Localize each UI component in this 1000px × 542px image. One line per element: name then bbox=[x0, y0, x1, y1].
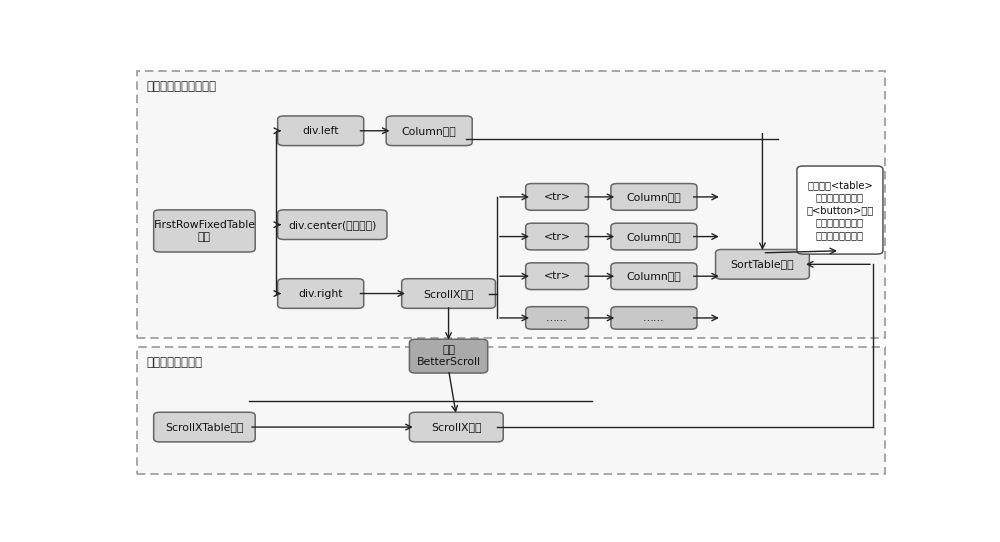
FancyBboxPatch shape bbox=[409, 412, 503, 442]
Text: 水平滚动表格组件: 水平滚动表格组件 bbox=[147, 356, 203, 369]
Text: div.left: div.left bbox=[302, 126, 339, 136]
Text: SortTable组件: SortTable组件 bbox=[731, 259, 794, 269]
FancyBboxPatch shape bbox=[409, 339, 488, 373]
Text: Column组件: Column组件 bbox=[627, 192, 681, 202]
FancyBboxPatch shape bbox=[526, 184, 588, 210]
Text: ScrollXTable组件: ScrollXTable组件 bbox=[165, 422, 244, 432]
Text: ……: …… bbox=[546, 313, 568, 323]
FancyBboxPatch shape bbox=[611, 184, 697, 210]
Text: <tr>: <tr> bbox=[544, 231, 571, 242]
FancyBboxPatch shape bbox=[402, 279, 495, 308]
FancyBboxPatch shape bbox=[611, 307, 697, 329]
FancyBboxPatch shape bbox=[278, 279, 364, 308]
Text: Column组件: Column组件 bbox=[402, 126, 457, 136]
FancyBboxPatch shape bbox=[526, 263, 588, 289]
FancyBboxPatch shape bbox=[278, 116, 364, 146]
FancyBboxPatch shape bbox=[526, 223, 588, 250]
Text: Column组件: Column组件 bbox=[627, 271, 681, 281]
Text: <tr>: <tr> bbox=[544, 271, 571, 281]
FancyBboxPatch shape bbox=[611, 223, 697, 250]
FancyBboxPatch shape bbox=[154, 412, 255, 442]
Text: ScrollX组件: ScrollX组件 bbox=[431, 422, 482, 432]
FancyBboxPatch shape bbox=[716, 249, 809, 279]
Text: Column组件: Column组件 bbox=[627, 231, 681, 242]
Text: div.center(预留扩展): div.center(预留扩展) bbox=[288, 220, 376, 230]
FancyBboxPatch shape bbox=[797, 166, 883, 254]
FancyBboxPatch shape bbox=[278, 210, 387, 240]
Bar bbox=[137, 347, 885, 474]
FancyBboxPatch shape bbox=[386, 116, 472, 146]
FancyBboxPatch shape bbox=[154, 210, 255, 252]
Text: ……: …… bbox=[643, 313, 665, 323]
Text: 首列固定滚动表格组件: 首列固定滚动表格组件 bbox=[147, 80, 217, 93]
FancyBboxPatch shape bbox=[611, 263, 697, 289]
Text: ScrollX组件: ScrollX组件 bbox=[423, 288, 474, 299]
Text: FirstRowFixedTable
组件: FirstRowFixedTable 组件 bbox=[153, 220, 255, 242]
Text: <tr>: <tr> bbox=[544, 192, 571, 202]
Text: 基于
BetterScroll: 基于 BetterScroll bbox=[417, 345, 481, 367]
Text: div.right: div.right bbox=[298, 288, 343, 299]
Text: 基于基础<table>
表格标签构建，内
嵌<button>标签
添加点击事件，实
现列头的排序功能: 基于基础<table> 表格标签构建，内 嵌<button>标签 添加点击事件，… bbox=[806, 180, 874, 240]
Bar bbox=[137, 72, 885, 338]
FancyBboxPatch shape bbox=[526, 307, 588, 329]
